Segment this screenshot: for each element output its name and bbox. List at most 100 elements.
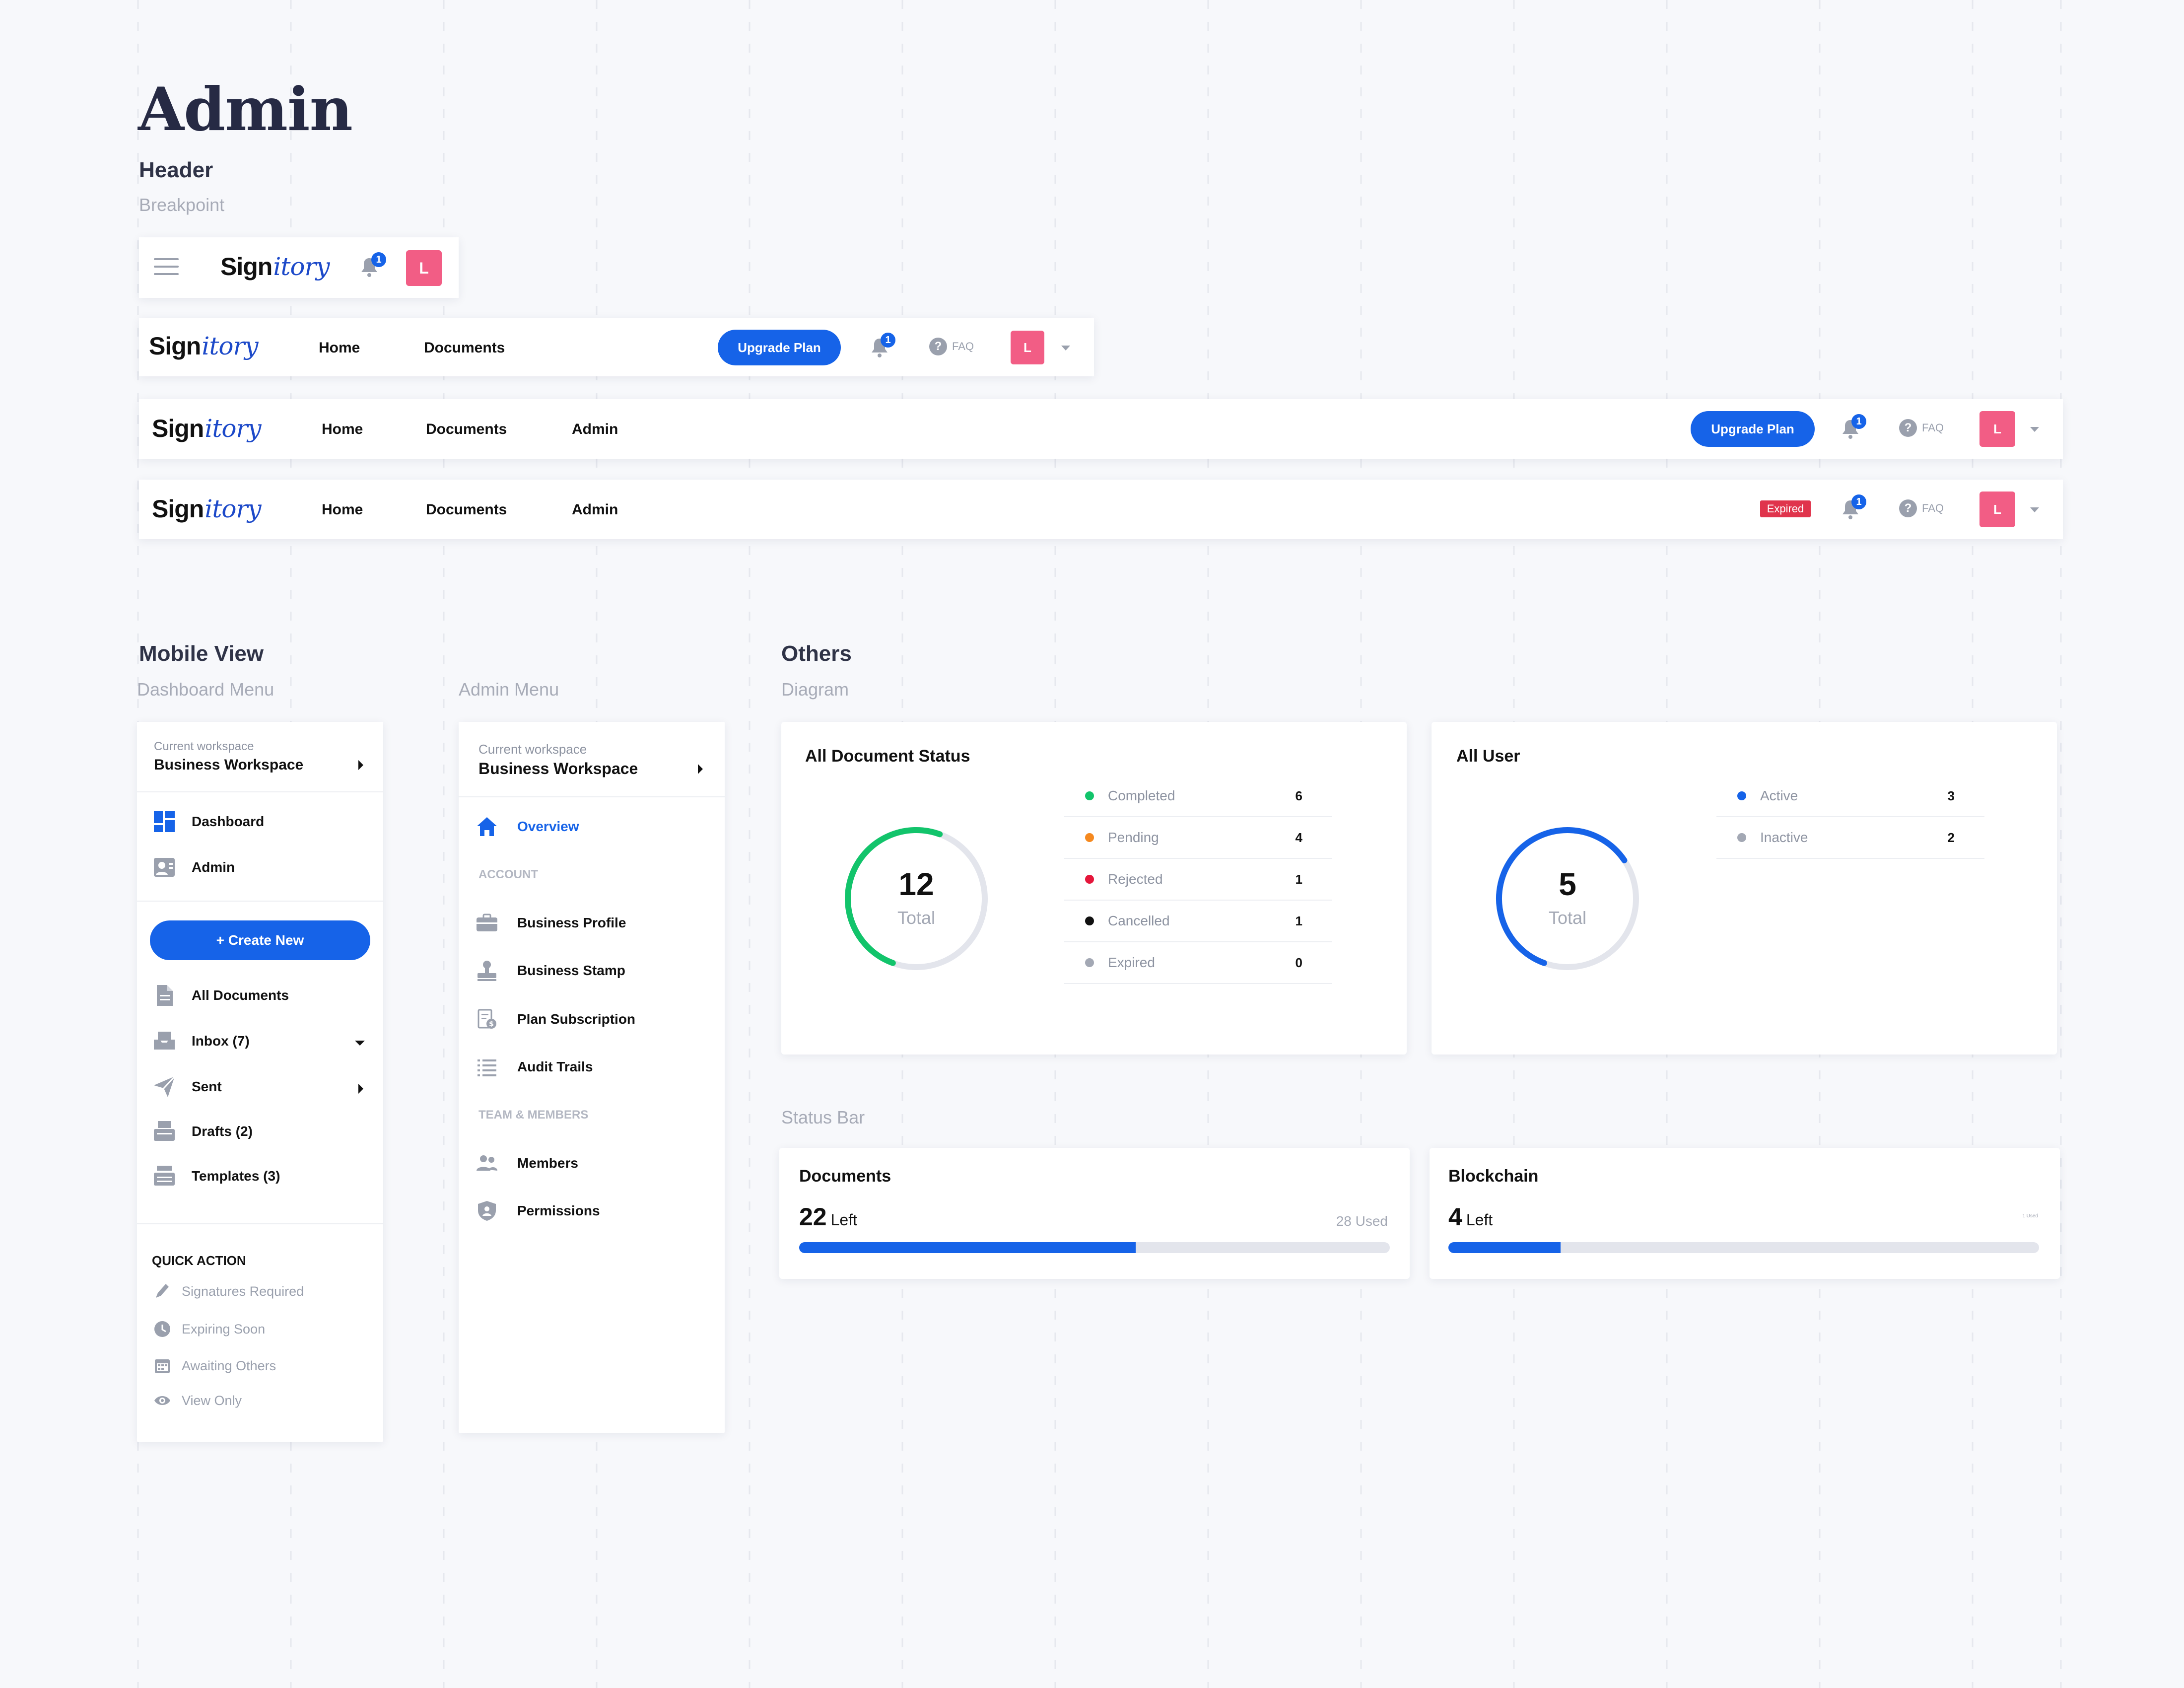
admin-menu-permissions[interactable]: Permissions xyxy=(477,1200,600,1221)
brand-logo[interactable]: Signitory xyxy=(152,414,262,443)
nav-home[interactable]: Home xyxy=(319,340,360,356)
total-label: Total xyxy=(897,908,936,928)
quick-action-label: Awaiting Others xyxy=(182,1358,276,1373)
nav-documents[interactable]: Documents xyxy=(424,340,505,356)
nav-admin[interactable]: Admin xyxy=(572,501,618,518)
admin-menu-plan-subscription[interactable]: $ Plan Subscription xyxy=(477,1009,635,1030)
legend-value: 2 xyxy=(1947,830,1955,845)
admin-menu-label: Members xyxy=(517,1155,578,1171)
section-subtitle-breakpoint: Breakpoint xyxy=(139,195,225,215)
upgrade-plan-button[interactable]: Upgrade Plan xyxy=(1691,411,1815,447)
faq-link[interactable]: ? FAQ xyxy=(1899,419,1944,437)
section-subtitle-status-bar: Status Bar xyxy=(781,1107,865,1127)
user-status-card: All User 5 Total Active 3 Inactive 2 xyxy=(1432,722,2057,1055)
subscription-icon: $ xyxy=(478,1009,496,1029)
admin-menu-business-stamp[interactable]: Business Stamp xyxy=(477,960,625,981)
create-new-button[interactable]: + Create New xyxy=(150,920,370,960)
section-title-header: Header xyxy=(139,158,213,182)
user-status-legend: Active 3 Inactive 2 xyxy=(1716,775,1984,875)
admin-menu-label: Business Profile xyxy=(517,915,626,930)
quick-action-awaiting-others[interactable]: Awaiting Others xyxy=(154,1357,276,1374)
progress-fill xyxy=(799,1242,1136,1253)
chevron-right-icon[interactable] xyxy=(357,760,364,771)
document-status-legend-row: Expired 0 xyxy=(1064,942,1332,984)
sidebar-item-dashboard[interactable]: Dashboard xyxy=(154,811,264,832)
faq-link[interactable]: ? FAQ xyxy=(1899,499,1944,517)
nav-admin[interactable]: Admin xyxy=(572,421,618,437)
admin-menu-business-profile[interactable]: Business Profile xyxy=(477,913,626,933)
avatar[interactable]: L xyxy=(1979,411,2015,447)
chevron-down-icon[interactable] xyxy=(2030,507,2039,512)
legend-label: Pending xyxy=(1108,830,1159,845)
eye-icon xyxy=(154,1396,170,1405)
sidebar-item-drafts[interactable]: Drafts (2) xyxy=(154,1121,253,1142)
section-subtitle-dashboard-menu: Dashboard Menu xyxy=(137,679,274,700)
quick-action-signatures-required[interactable]: Signatures Required xyxy=(154,1283,304,1300)
sidebar-item-all-documents[interactable]: All Documents xyxy=(154,985,289,1006)
admin-menu-overview[interactable]: Overview xyxy=(477,816,579,837)
document-status-legend: Completed 6 Pending 4 Rejected 1 Cancelled 1 Exp… xyxy=(1064,775,1332,994)
section-subtitle-admin-menu: Admin Menu xyxy=(459,679,559,700)
sidebar-item-label: Inbox (7) xyxy=(192,1033,250,1049)
sidebar-item-label: All Documents xyxy=(192,987,289,1003)
avatar[interactable]: L xyxy=(1979,492,2015,527)
nav-documents[interactable]: Documents xyxy=(426,501,507,518)
admin-menu-label: Audit Trails xyxy=(517,1059,593,1074)
document-icon xyxy=(157,985,173,1006)
sidebar-item-sent[interactable]: Sent xyxy=(154,1076,222,1097)
progress-fill xyxy=(1448,1242,1561,1253)
chevron-right-icon[interactable] xyxy=(697,764,704,774)
help-icon: ? xyxy=(1899,499,1917,517)
quick-action-expiring-soon[interactable]: Expiring Soon xyxy=(154,1321,265,1337)
avatar[interactable]: L xyxy=(1011,331,1044,364)
chevron-right-icon[interactable] xyxy=(357,1083,364,1094)
user-status-ring xyxy=(1496,827,1639,970)
nav-home[interactable]: Home xyxy=(322,501,363,518)
legend-value: 6 xyxy=(1295,788,1302,803)
card-title: Documents xyxy=(799,1167,891,1186)
send-icon xyxy=(154,1076,175,1097)
legend-dot xyxy=(1085,833,1094,842)
sidebar-item-templates[interactable]: Templates (3) xyxy=(154,1166,280,1187)
sidebar-item-label: Sent xyxy=(192,1079,222,1094)
legend-value: 4 xyxy=(1295,830,1302,845)
card-title: All Document Status xyxy=(805,747,970,766)
brand-logo[interactable]: Signitory xyxy=(152,494,262,523)
sidebar-item-label: Drafts (2) xyxy=(192,1124,253,1139)
nav-home[interactable]: Home xyxy=(322,421,363,437)
upgrade-plan-button[interactable]: Upgrade Plan xyxy=(718,330,841,365)
admin-menu-label: Plan Subscription xyxy=(517,1011,636,1027)
legend-value: 1 xyxy=(1295,913,1302,928)
document-status-legend-row: Pending 4 xyxy=(1064,817,1332,859)
brand-logo[interactable]: Signitory xyxy=(220,252,330,281)
used-count: 1 Used xyxy=(2022,1213,2038,1219)
admin-menu-members[interactable]: Members xyxy=(477,1153,578,1174)
chevron-down-icon[interactable] xyxy=(354,1040,365,1047)
remaining-label: Left xyxy=(1466,1211,1493,1229)
avatar[interactable]: L xyxy=(406,250,442,286)
chevron-down-icon[interactable] xyxy=(2030,427,2039,432)
nav-documents[interactable]: Documents xyxy=(426,421,507,437)
admin-menu-label: Overview xyxy=(517,819,579,834)
templates-icon xyxy=(154,1166,175,1186)
workspace-name[interactable]: Business Workspace xyxy=(478,760,638,777)
user-status-legend-row: Inactive 2 xyxy=(1716,817,1984,859)
expired-badge: Expired xyxy=(1760,500,1811,517)
workspace-name[interactable]: Business Workspace xyxy=(154,757,304,773)
stamp-icon xyxy=(478,961,496,981)
legend-value: 0 xyxy=(1295,955,1302,970)
sidebar-item-admin[interactable]: Admin xyxy=(154,857,235,878)
quick-action-label: View Only xyxy=(182,1393,242,1408)
quick-action-view-only[interactable]: View Only xyxy=(154,1392,242,1409)
admin-menu-audit-trails[interactable]: Audit Trails xyxy=(477,1056,593,1077)
hamburger-icon[interactable] xyxy=(154,258,179,281)
calendar-icon xyxy=(155,1359,170,1373)
clock-icon xyxy=(154,1321,170,1337)
faq-link[interactable]: ? FAQ xyxy=(929,338,974,355)
section-title-mobile-view: Mobile View xyxy=(139,641,264,666)
admin-user-icon xyxy=(154,858,175,877)
sidebar-item-inbox[interactable]: Inbox (7) xyxy=(154,1031,250,1052)
brand-logo[interactable]: Signitory xyxy=(149,332,259,360)
header-desktop: Signitory Home Documents Admin Upgrade P… xyxy=(139,399,2063,459)
chevron-down-icon[interactable] xyxy=(1061,346,1070,351)
